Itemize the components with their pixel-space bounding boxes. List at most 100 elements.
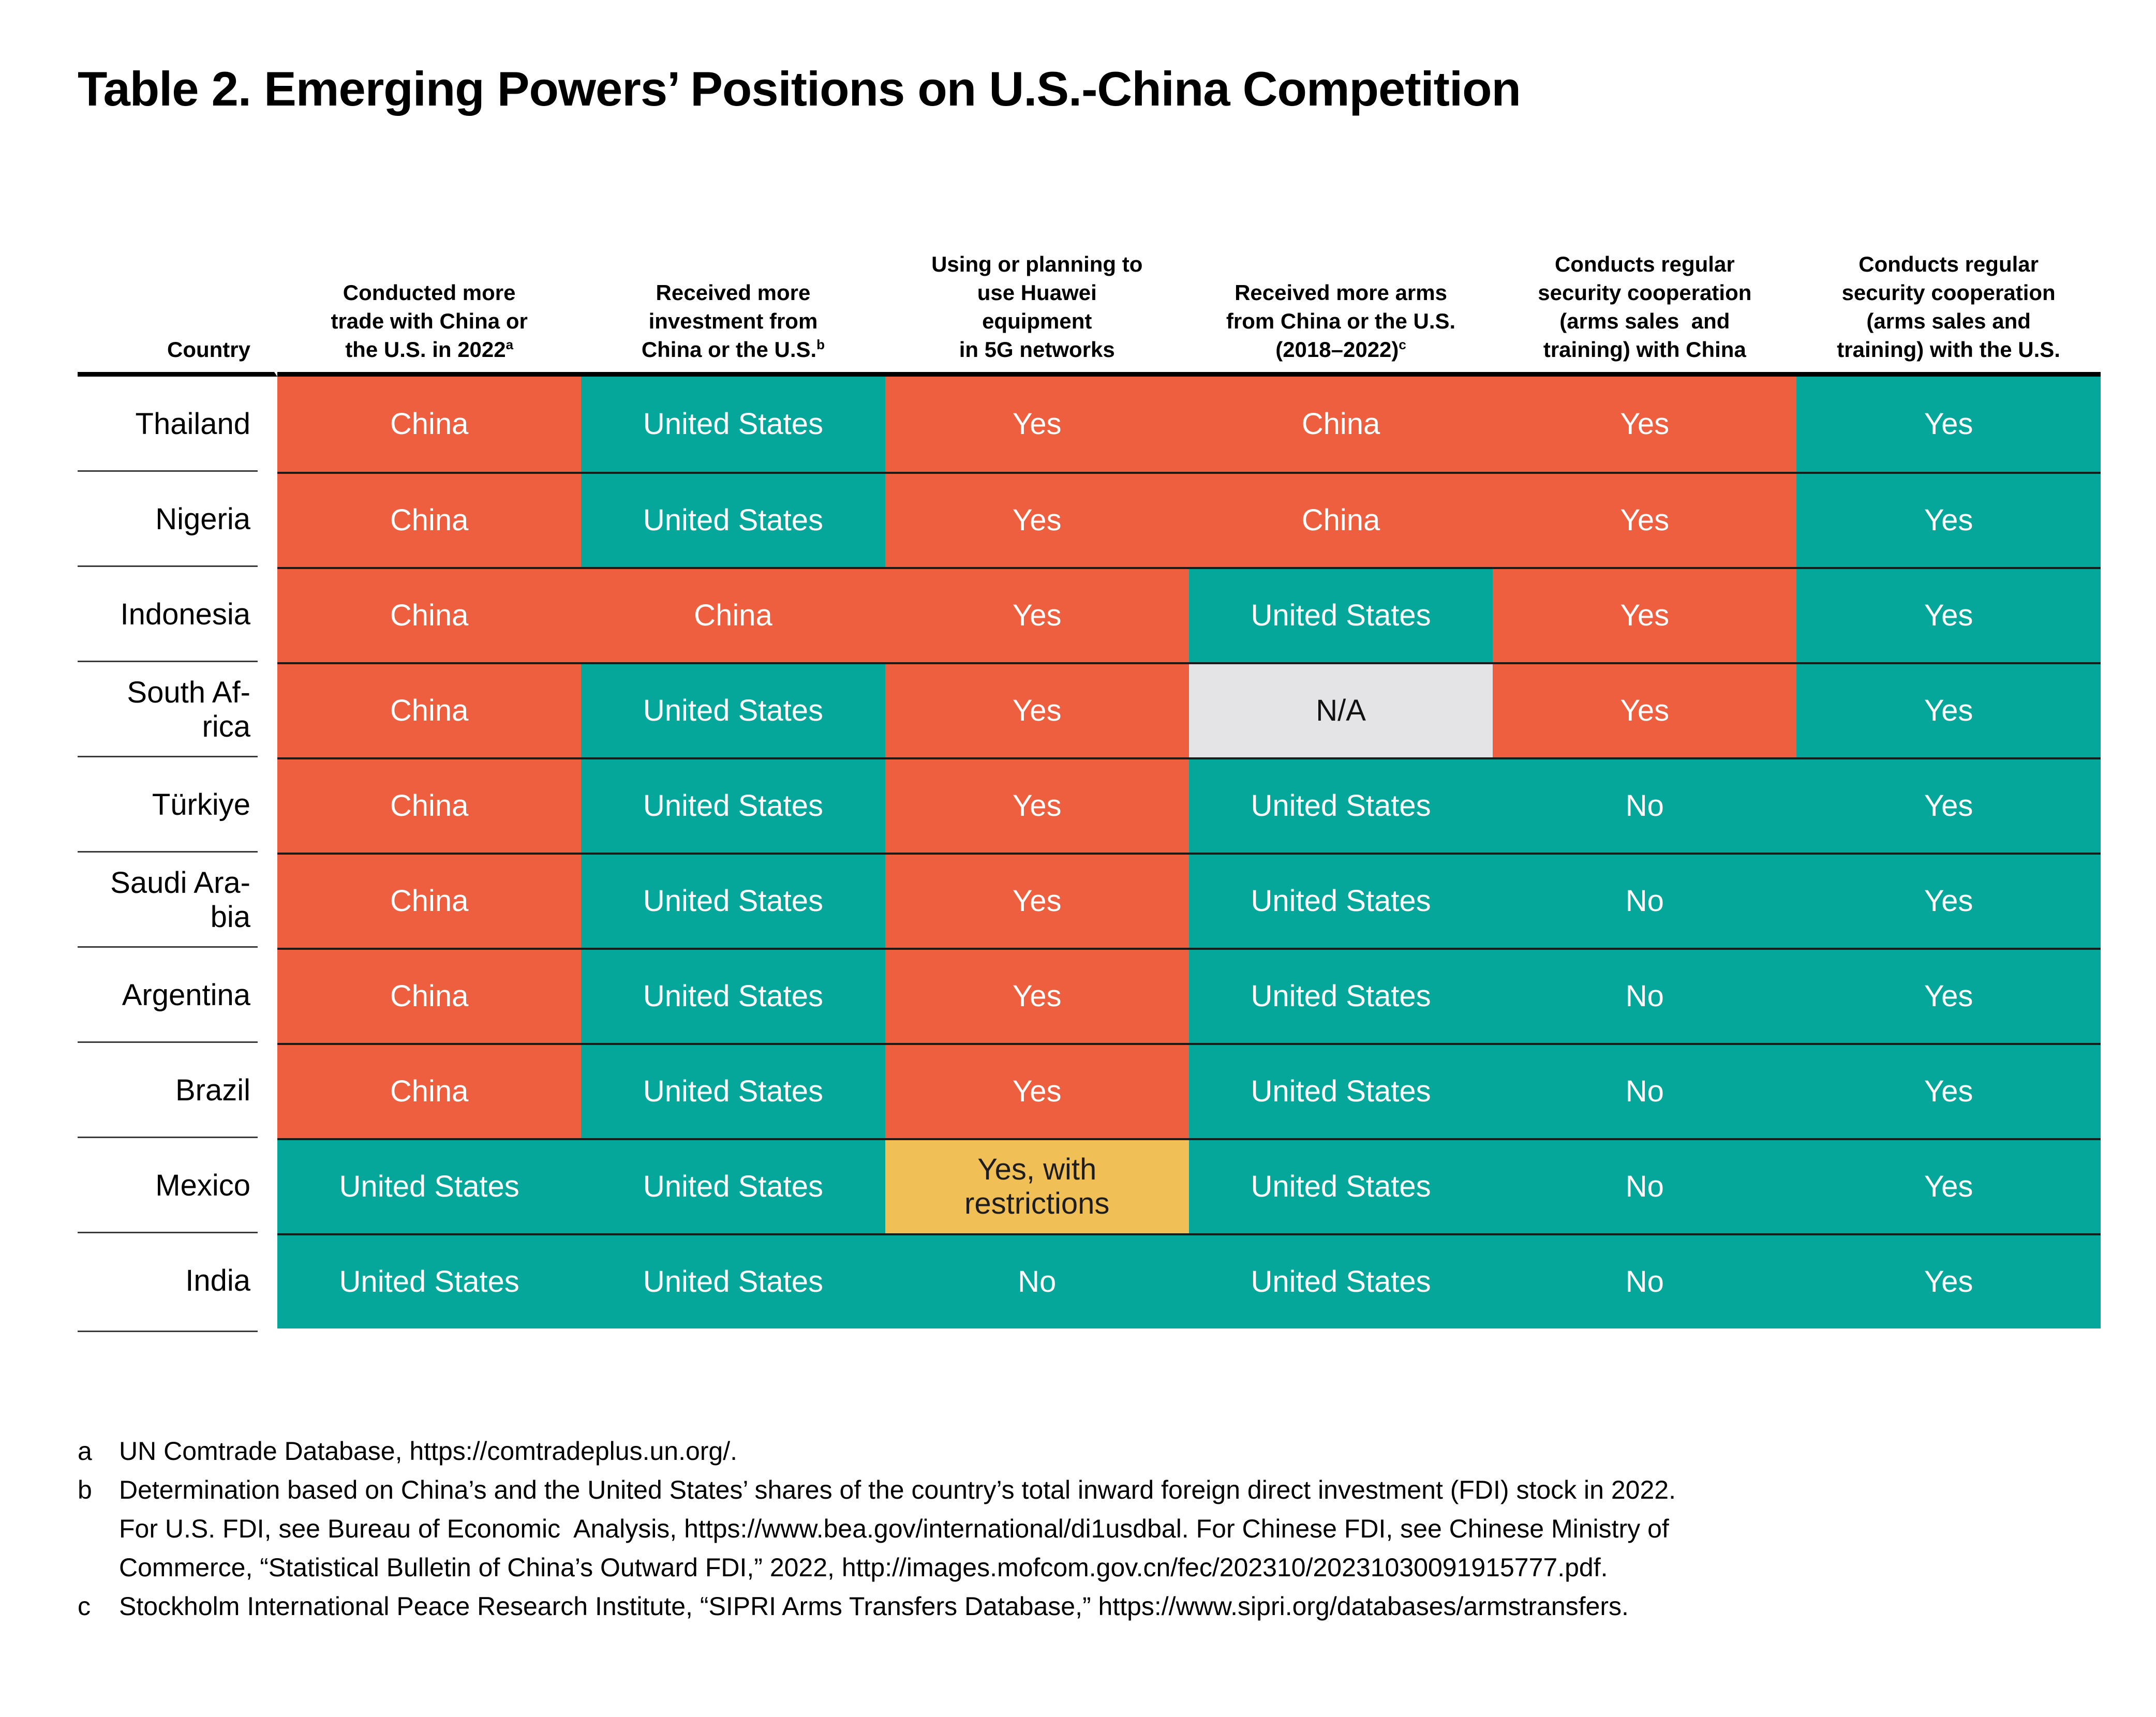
table-row: Saudi Ara- bia China United States Yes Unite… <box>78 851 2101 948</box>
footnote-ref: b <box>816 337 825 352</box>
table-row: Thailand China United States Yes China Yes Yes <box>78 377 2101 472</box>
cell-coop-us: Yes <box>1796 757 2101 853</box>
footnote-line: For U.S. FDI, see Bureau of Economic Ana… <box>119 1514 1669 1543</box>
header-line: (arms sales and <box>1559 309 1730 333</box>
country-label: South Af- rica <box>78 661 277 757</box>
cell-coop-us: Yes <box>1796 948 2101 1043</box>
cell-huawei: No <box>885 1233 1189 1328</box>
footnote-marker: a <box>78 1437 92 1466</box>
country-label: Nigeria <box>78 470 277 567</box>
table-header-row: Country Conducted more trade with China or… <box>78 195 2101 377</box>
footnote-ref: c <box>1399 337 1406 352</box>
cell-huawei: Yes <box>885 853 1189 948</box>
cell-coop-china: No <box>1493 757 1797 853</box>
table-title: Table 2. Emerging Powers’ Positions on U… <box>78 62 1521 116</box>
column-header-investment: Received more investment from China or the… <box>581 195 885 377</box>
cell-coop-us: Yes <box>1796 567 2101 662</box>
cell-arms: China <box>1188 472 1493 567</box>
cell-arms: United States <box>1188 1233 1493 1328</box>
country-label: Mexico <box>78 1137 277 1233</box>
cell-huawei: Yes <box>885 377 1189 472</box>
header-line: the U.S. in 2022a <box>345 335 513 364</box>
table-body: Thailand China United States Yes China Yes Yes… <box>78 377 2101 1332</box>
cell-arms: United States <box>1188 1138 1493 1233</box>
cell-huawei: Yes <box>885 567 1189 662</box>
header-line: China or the U.S.b <box>642 335 825 364</box>
cell-arms: United States <box>1188 1043 1493 1138</box>
header-line: Using or planning to <box>931 252 1143 276</box>
column-header-trade: Conducted more trade with China or the U.S… <box>277 195 582 377</box>
header-line-text: China or the U.S. <box>641 337 817 362</box>
footnote-marker: b <box>78 1475 92 1504</box>
cell-coop-china: No <box>1493 948 1797 1043</box>
header-line: training) with the U.S. <box>1837 337 2060 362</box>
header-line: security cooperation <box>1538 280 1752 305</box>
header-line: from China or the U.S. <box>1226 309 1456 333</box>
header-line: (2018–2022)c <box>1275 335 1406 364</box>
cell-trade: China <box>277 567 582 662</box>
column-header-country: Country <box>78 195 277 377</box>
cell-investment: United States <box>581 757 885 853</box>
column-header-coop-china: Conducts regular security cooperation (arm… <box>1493 195 1797 377</box>
cell-arms: China <box>1188 377 1493 472</box>
cell-investment: United States <box>581 377 885 472</box>
cell-huawei: Yes <box>885 757 1189 853</box>
cell-arms: N/A <box>1188 662 1493 757</box>
table: Country Conducted more trade with China or… <box>78 195 2101 1332</box>
cell-arms: United States <box>1188 757 1493 853</box>
footnote-text: UN Comtrade Database, https://comtradepl… <box>119 1432 737 1471</box>
cell-coop-china: No <box>1493 1233 1797 1328</box>
column-header-huawei: Using or planning to use Huawei equipment i… <box>885 195 1189 377</box>
cell-arms: United States <box>1188 948 1493 1043</box>
cell-coop-china: Yes <box>1493 472 1797 567</box>
table-row: Mexico United States United States Yes, wit… <box>78 1137 2101 1233</box>
country-label: Türkiye <box>78 756 277 853</box>
cell-investment: United States <box>581 472 885 567</box>
header-line: Conducts regular <box>1554 252 1735 276</box>
header-line: security cooperation <box>1841 280 2056 305</box>
country-label: Brazil <box>78 1041 277 1138</box>
table-row: South Af- rica China United States Yes N/A Ye… <box>78 661 2101 757</box>
cell-trade: China <box>277 662 582 757</box>
cell-coop-china: Yes <box>1493 377 1797 472</box>
country-label: Indonesia <box>78 565 277 662</box>
country-label: Thailand <box>78 377 277 472</box>
cell-coop-us: Yes <box>1796 1233 2101 1328</box>
cell-huawei: Yes <box>885 948 1189 1043</box>
header-line: in 5G networks <box>959 337 1115 362</box>
cell-investment: United States <box>581 948 885 1043</box>
header-line: Conducted more <box>343 280 516 305</box>
cell-coop-us: Yes <box>1796 377 2101 472</box>
cell-coop-us: Yes <box>1796 1043 2101 1138</box>
footnotes: a UN Comtrade Database, https://comtradep… <box>78 1432 2156 1626</box>
table-row: India United States United States No United … <box>78 1232 2101 1332</box>
header-line: equipment <box>982 309 1092 333</box>
header-line-text: (2018–2022) <box>1275 337 1399 362</box>
country-label: India <box>78 1232 277 1332</box>
footnote-ref: a <box>505 337 514 352</box>
cell-huawei: Yes <box>885 472 1189 567</box>
footnote-line: Determination based on China’s and the U… <box>119 1475 1676 1504</box>
cell-huawei: Yes, with restrictions <box>885 1138 1189 1233</box>
footnote-text: Determination based on China’s and the U… <box>119 1471 1676 1587</box>
cell-coop-china: No <box>1493 853 1797 948</box>
table-row: Indonesia China China Yes United States Yes Ye… <box>78 565 2101 662</box>
cell-trade: China <box>277 377 582 472</box>
footnote-line: Stockholm International Peace Research I… <box>119 1592 1629 1621</box>
cell-trade: United States <box>277 1138 582 1233</box>
footnote: a UN Comtrade Database, https://comtradep… <box>78 1432 2156 1471</box>
cell-coop-us: Yes <box>1796 472 2101 567</box>
cell-trade: China <box>277 948 582 1043</box>
cell-coop-china: Yes <box>1493 567 1797 662</box>
header-line: Received more arms <box>1235 280 1447 305</box>
cell-arms: United States <box>1188 567 1493 662</box>
cell-trade: United States <box>277 1233 582 1328</box>
cell-coop-china: No <box>1493 1043 1797 1138</box>
cell-coop-us: Yes <box>1796 662 2101 757</box>
cell-coop-china: Yes <box>1493 662 1797 757</box>
cell-arms: United States <box>1188 853 1493 948</box>
country-label: Saudi Ara- bia <box>78 851 277 948</box>
header-line: training) with China <box>1543 337 1746 362</box>
footnote-line: Commerce, “Statistical Bulletin of China… <box>119 1553 1608 1582</box>
